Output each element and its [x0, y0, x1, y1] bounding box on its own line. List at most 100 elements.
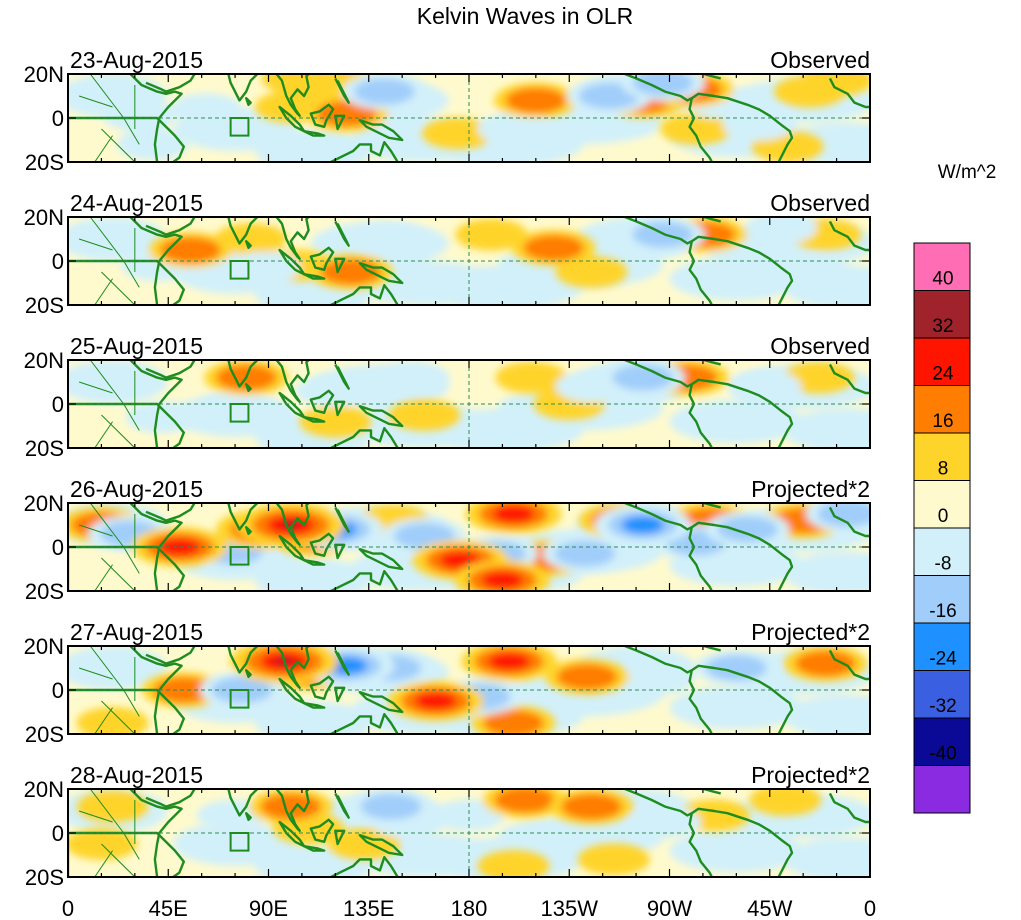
coastline-path [145, 360, 196, 379]
country-border [101, 414, 136, 448]
coastline-path [688, 526, 714, 591]
negative-anomaly-blob [622, 663, 695, 695]
positive-anomaly-blob [556, 663, 618, 690]
weak-negative-band [782, 408, 870, 448]
colorbar-swatch [913, 765, 971, 814]
coastline-path [358, 548, 404, 571]
coastline-path [145, 217, 196, 236]
negative-anomaly-blob [706, 655, 767, 681]
coastline-path [129, 646, 183, 734]
country-borders [78, 789, 140, 877]
negative-anomaly-blob [228, 251, 301, 284]
colorbar-label: 24 [932, 364, 954, 385]
panel-type: Projected*2 [751, 619, 870, 645]
positive-anomaly-blob [483, 710, 544, 734]
colorbar-units-label: W/m^2 [938, 162, 997, 183]
coastline-path [624, 74, 794, 162]
panel-field [68, 360, 870, 448]
panel-date: 24-Aug-2015 [70, 190, 203, 216]
country-border [94, 421, 113, 448]
coastlines [68, 217, 870, 305]
coastline-path [226, 646, 260, 674]
positive-anomaly-blob [523, 234, 584, 261]
country-border [89, 74, 125, 119]
y-tick-label: 20N [24, 491, 64, 516]
coastline-path [145, 503, 196, 522]
colorbar-swatch [913, 622, 971, 671]
country-border [123, 260, 140, 288]
negative-anomaly-blob [632, 74, 694, 96]
negative-anomaly-blob [170, 93, 243, 126]
coastline-path [68, 116, 185, 162]
coastline-path [328, 284, 399, 305]
country-borders [78, 74, 140, 162]
coastline-path [309, 103, 335, 128]
country-border [78, 381, 113, 394]
country-border [78, 810, 113, 823]
country-border [89, 646, 125, 691]
panel-1: 20N 0 20S 23-Aug-2015 Observed [24, 47, 871, 175]
coastline-path [680, 360, 721, 366]
weak-negative-band [255, 558, 372, 591]
coastline-path [688, 240, 714, 305]
panel-type: Observed [770, 190, 870, 216]
x-tick-label: 45E [149, 896, 188, 920]
positive-anomaly-blob [76, 707, 149, 734]
country-border [94, 564, 113, 591]
coastline-path [302, 273, 326, 280]
coastline-path [680, 217, 721, 223]
colorbar-label: -32 [929, 696, 956, 717]
coastline-path [334, 114, 346, 131]
coastline-path [334, 506, 350, 533]
country-border [78, 238, 113, 251]
coastline-path [828, 77, 870, 109]
country-border [94, 850, 113, 877]
coastline-path [226, 74, 260, 102]
y-tick-label: 20N [24, 634, 64, 659]
colorbar-swatch [913, 527, 971, 576]
country-border [123, 832, 140, 860]
coastline-path [334, 400, 346, 417]
coastline-path [624, 360, 794, 448]
y-tick-label: 20N [24, 777, 64, 802]
positive-anomaly-blob [477, 850, 550, 877]
positive-anomaly-blob [492, 505, 535, 523]
panel-date: 27-Aug-2015 [70, 619, 203, 645]
coastline-path [680, 503, 721, 509]
coastline-path [68, 259, 185, 305]
coastline-path [145, 789, 196, 808]
coastline-path [828, 792, 870, 824]
negative-anomaly-blob [116, 128, 189, 161]
coastlines [68, 503, 870, 591]
coastline-path [334, 77, 350, 104]
weak-negative-band [255, 701, 372, 734]
coastlines [68, 74, 870, 162]
anomaly-blobs [68, 503, 870, 591]
coastline-path [309, 818, 335, 843]
x-tick-label: 90E [249, 896, 288, 920]
coastline-path [334, 257, 346, 274]
positive-anomaly-blob [749, 789, 822, 816]
positive-anomaly-blob [487, 652, 531, 671]
country-border [101, 557, 136, 591]
coastline-path [145, 646, 196, 665]
coastline-path [624, 217, 794, 305]
positive-anomaly-blob [800, 74, 870, 97]
negative-anomaly-blob [612, 364, 674, 391]
positive-anomaly-blob [76, 790, 149, 823]
country-border [89, 503, 125, 548]
coastline-path [226, 217, 260, 245]
y-tick-label: 20N [24, 205, 64, 230]
coastline-path [828, 506, 870, 538]
coastline-path [688, 97, 714, 162]
weak-negative-band [421, 265, 584, 305]
positive-anomaly-blob [328, 828, 401, 860]
country-borders [78, 217, 140, 305]
y-tick-label: 0 [52, 249, 64, 274]
positive-anomaly-blob [438, 551, 482, 569]
negative-anomaly-blob [729, 370, 802, 403]
coastline-path [334, 686, 346, 703]
y-tick-label: 20N [24, 348, 64, 373]
